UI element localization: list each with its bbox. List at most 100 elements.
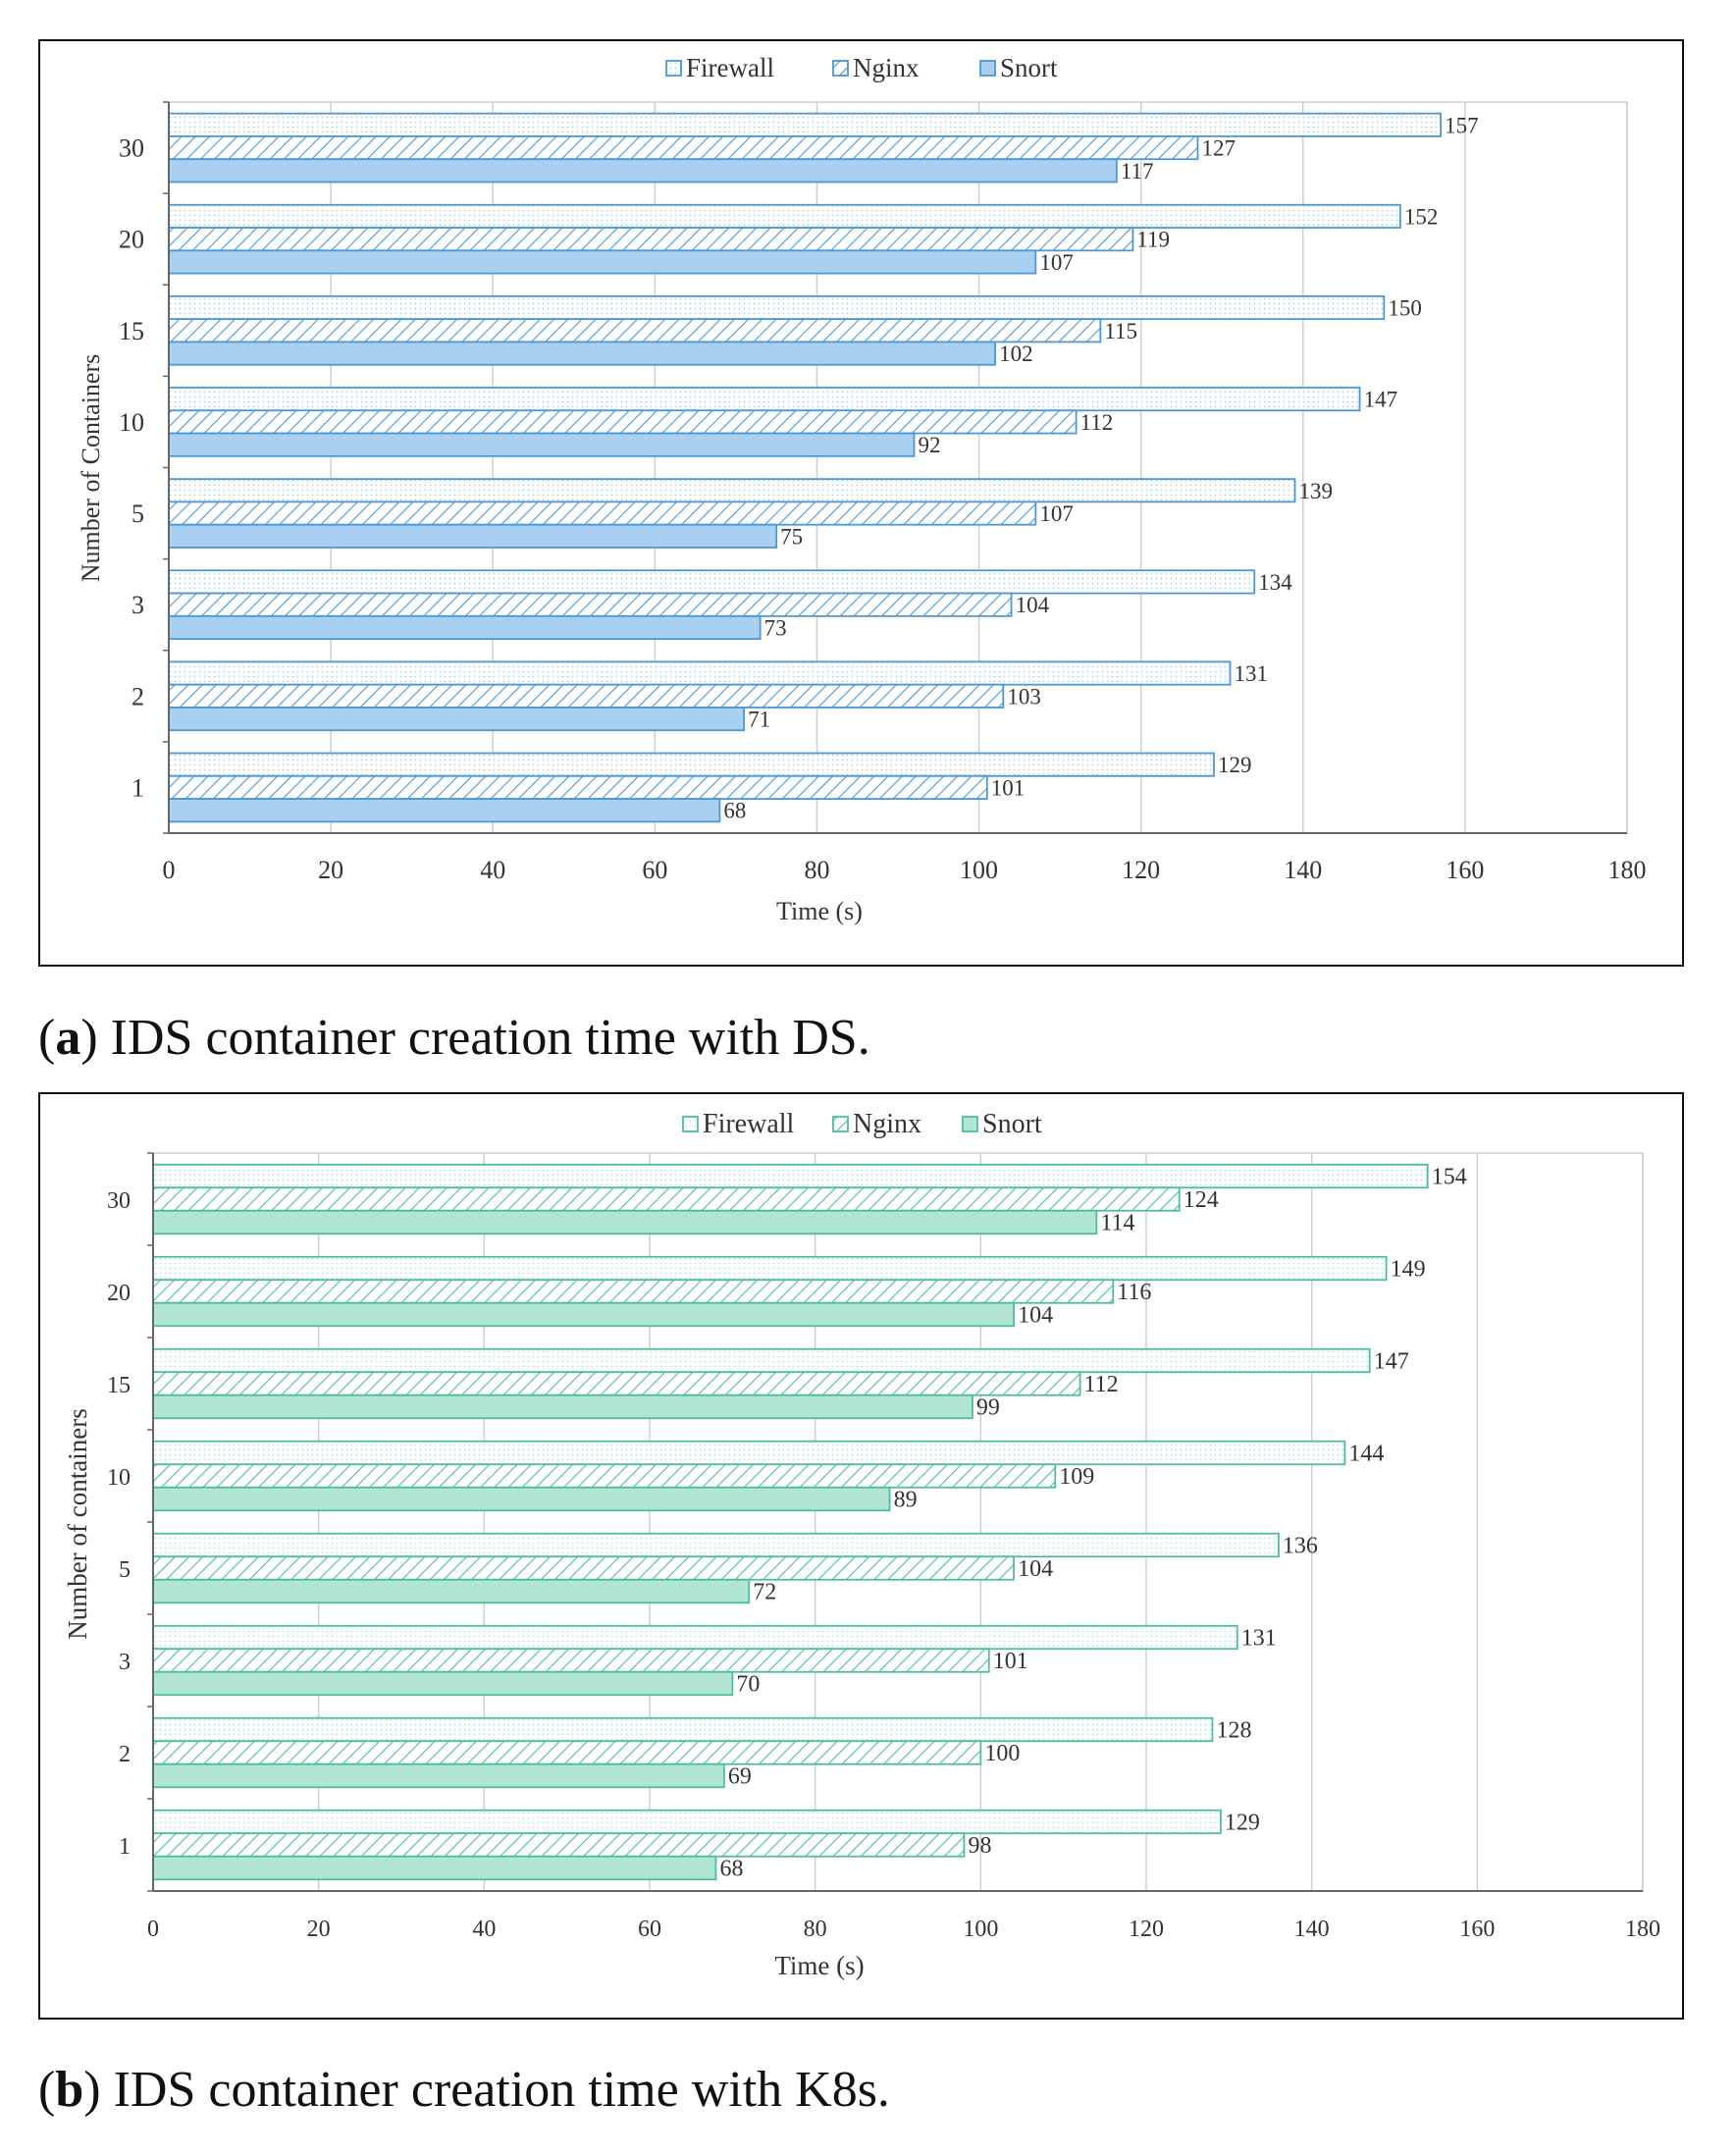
x-axis-title: Time (s) xyxy=(774,1951,864,1980)
bar-firewall xyxy=(168,569,1256,595)
chart-panel-b: 0 20 40 60 80 100 120 140 160 180 30 154 124 114 20 149… xyxy=(38,1092,1684,2020)
legend-label-snort: Snort xyxy=(982,1109,1042,1139)
bar-snort xyxy=(152,1209,1098,1235)
bar-nginx xyxy=(168,318,1102,343)
bar-firewall xyxy=(152,1255,1388,1282)
x-tick-label: 140 xyxy=(1294,1917,1330,1942)
value-label-nginx: 115 xyxy=(1104,319,1137,343)
value-label-snort: 104 xyxy=(1018,1303,1053,1329)
x-tick-label: 120 xyxy=(1122,856,1160,884)
bar-nginx xyxy=(168,500,1037,526)
x-tick-label: 60 xyxy=(638,1917,661,1942)
value-label-nginx: 101 xyxy=(991,775,1025,800)
value-label-nginx: 101 xyxy=(993,1649,1028,1674)
legend-swatch-nginx xyxy=(832,1116,849,1132)
x-tick-label: 100 xyxy=(963,1917,998,1942)
x-axis-title: Time (s) xyxy=(776,897,863,925)
bar-nginx xyxy=(152,1279,1115,1304)
bar-nginx xyxy=(152,1463,1057,1489)
bar-firewall xyxy=(152,1716,1214,1743)
bar-nginx xyxy=(168,409,1078,435)
x-tick-label: 180 xyxy=(1625,1917,1660,1942)
bar-nginx xyxy=(168,774,988,800)
value-label-snort: 114 xyxy=(1100,1211,1134,1236)
legend-swatch-snort xyxy=(979,60,996,77)
bar-snort xyxy=(152,1670,734,1697)
x-tick-label: 140 xyxy=(1284,856,1322,884)
value-label-firewall: 150 xyxy=(1388,296,1422,321)
y-tick-label: 2 xyxy=(119,1742,131,1767)
legend-label-firewall: Firewall xyxy=(703,1109,795,1139)
bar-firewall xyxy=(152,1163,1429,1189)
bar-firewall xyxy=(152,1440,1346,1466)
bar-firewall xyxy=(168,387,1361,412)
value-label-firewall: 144 xyxy=(1348,1442,1384,1467)
bar-nginx xyxy=(152,1186,1181,1212)
bar-snort xyxy=(168,341,996,366)
x-tick-label: 80 xyxy=(804,856,829,884)
value-label-snort: 92 xyxy=(919,433,941,457)
legend-swatch-firewall xyxy=(665,60,682,77)
value-label-nginx: 107 xyxy=(1039,501,1074,526)
bar-firewall xyxy=(168,752,1215,777)
bar-firewall xyxy=(152,1532,1280,1558)
y-tick-label: 3 xyxy=(119,1650,131,1675)
y-tick-label: 2 xyxy=(132,682,144,710)
bar-nginx xyxy=(152,1740,982,1765)
chart-panel-a: 0 20 40 60 80 100 120 140 160 180 30 157 127 117 20 152… xyxy=(38,39,1684,967)
bar-nginx xyxy=(152,1648,990,1673)
value-label-snort: 99 xyxy=(976,1395,1000,1421)
bar-firewall xyxy=(168,660,1232,686)
value-label-snort: 89 xyxy=(894,1488,918,1513)
y-tick-label: 15 xyxy=(107,1373,131,1398)
value-label-nginx: 112 xyxy=(1080,410,1114,435)
legend-label-snort: Snort xyxy=(1000,53,1058,82)
y-tick-label: 5 xyxy=(119,1557,131,1583)
x-tick-label: 20 xyxy=(307,1917,331,1942)
x-tick-label: 20 xyxy=(318,856,343,884)
value-label-snort: 107 xyxy=(1039,250,1074,275)
x-tick-label: 0 xyxy=(163,856,176,884)
bar-snort xyxy=(168,707,746,732)
value-label-snort: 75 xyxy=(780,524,803,549)
x-tick-label: 0 xyxy=(147,1917,159,1942)
value-label-firewall: 157 xyxy=(1445,113,1479,137)
bar-firewall xyxy=(168,203,1401,229)
bar-nginx xyxy=(152,1371,1081,1396)
bar-firewall xyxy=(152,1809,1222,1835)
bar-nginx xyxy=(168,592,1013,617)
value-label-snort: 102 xyxy=(999,341,1033,366)
value-label-snort: 117 xyxy=(1121,159,1154,184)
y-tick-label: 1 xyxy=(119,1834,131,1860)
bar-snort xyxy=(168,798,721,823)
y-tick-label: 1 xyxy=(132,773,144,802)
x-tick-label: 100 xyxy=(960,856,998,884)
value-label-firewall: 147 xyxy=(1374,1349,1409,1375)
legend-label-nginx: Nginx xyxy=(853,53,920,82)
x-tick-label: 180 xyxy=(1608,856,1647,884)
value-label-snort: 70 xyxy=(736,1672,760,1698)
bar-firewall xyxy=(152,1624,1238,1651)
bar-firewall xyxy=(152,1347,1371,1374)
bar-snort xyxy=(168,614,762,641)
value-label-firewall: 139 xyxy=(1299,479,1334,503)
caption-a: (a) IDS container creation time with DS. xyxy=(38,1010,870,1066)
bar-nginx xyxy=(168,683,1005,709)
bar-nginx xyxy=(168,227,1134,252)
bar-nginx xyxy=(168,135,1199,161)
value-label-nginx: 124 xyxy=(1184,1187,1219,1213)
y-tick-label: 15 xyxy=(119,317,144,345)
value-label-snort: 68 xyxy=(723,799,746,823)
bar-snort xyxy=(152,1393,973,1420)
value-label-nginx: 98 xyxy=(968,1833,991,1859)
value-label-nginx: 104 xyxy=(1018,1556,1053,1582)
y-tick-label: 5 xyxy=(132,499,144,528)
bar-firewall xyxy=(168,112,1443,137)
bar-snort xyxy=(152,1762,725,1789)
caption-a-text: IDS container creation time with DS. xyxy=(110,1010,870,1066)
caption-b: (b) IDS container creation time with K8s… xyxy=(38,2062,890,2118)
value-label-snort: 68 xyxy=(719,1857,743,1882)
value-label-nginx: 100 xyxy=(984,1741,1020,1766)
value-label-firewall: 152 xyxy=(1404,204,1439,229)
value-label-nginx: 104 xyxy=(1016,593,1050,617)
